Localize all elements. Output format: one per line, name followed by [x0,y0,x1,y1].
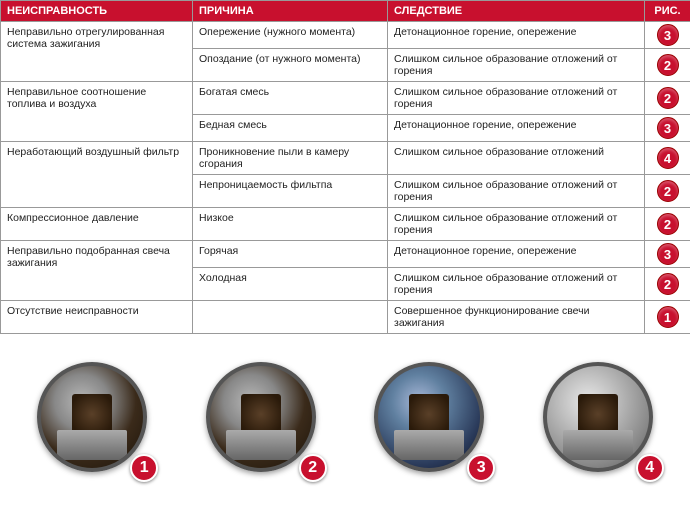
fig-cell: 3 [645,241,690,268]
table-row: Неправильно подобранная свеча зажиганияГ… [1,241,690,268]
fault-cell: Неработающий воздушный фильтр [1,142,193,208]
fig-badge: 2 [657,87,679,109]
spark-plug-circle [543,362,653,472]
fig-cell: 2 [645,268,690,301]
table-row: Неправильно отрегулированная система заж… [1,22,690,49]
plug-body [563,430,633,460]
spark-plug-circle [374,362,484,472]
effect-cell: Слишком сильное образование отложений от… [388,175,645,208]
cause-cell: Проникновение пыли в камеру сгорания [193,142,388,175]
fault-table: НЕИСПРАВНОСТЬ ПРИЧИНА СЛЕДСТВИЕ РИС. Неп… [0,0,690,334]
cause-cell: Непроницаемость фильтпа [193,175,388,208]
fault-cell: Отсутствие неисправности [1,301,193,334]
table-row: Неработающий воздушный фильтрПроникновен… [1,142,690,175]
fault-cell: Неправильно подобранная свеча зажигания [1,241,193,301]
plug-tip [578,394,618,434]
plug-body [394,430,464,460]
spark-plug-circle [37,362,147,472]
effect-cell: Детонационное горение, опережение [388,241,645,268]
cause-cell: Опережение (нужного момента) [193,22,388,49]
plug-tip [241,394,281,434]
effect-cell: Слишком сильное образование отложений [388,142,645,175]
header-fault: НЕИСПРАВНОСТЬ [1,1,193,22]
plug-number-badge: 3 [467,454,495,482]
fig-cell: 2 [645,49,690,82]
effect-cell: Детонационное горение, опережение [388,115,645,142]
table-row: Неправильное соотношение топлива и возду… [1,82,690,115]
table-body: Неправильно отрегулированная система заж… [1,22,690,334]
cause-cell: Низкое [193,208,388,241]
fig-badge: 3 [657,243,679,265]
effect-cell: Детонационное горение, опережение [388,22,645,49]
effect-cell: Слишком сильное образование отложений от… [388,49,645,82]
effect-cell: Слишком сильное образование отложений от… [388,208,645,241]
fig-cell: 2 [645,208,690,241]
plug-number-badge: 4 [636,454,664,482]
cause-cell: Богатая смесь [193,82,388,115]
header-effect: СЛЕДСТВИЕ [388,1,645,22]
fig-badge: 2 [657,213,679,235]
cause-cell: Бедная смесь [193,115,388,142]
fig-cell: 4 [645,142,690,175]
effect-cell: Слишком сильное образование отложений от… [388,268,645,301]
fig-badge: 3 [657,24,679,46]
fig-badge: 2 [657,54,679,76]
header-fig: РИС. [645,1,690,22]
effect-cell: Слишком сильное образование отложений от… [388,82,645,115]
spark-plug-images-row: 1 2 3 4 [0,334,690,488]
fault-cell: Компрессионное давление [1,208,193,241]
table-row: Компрессионное давлениеНизкоеСлишком сил… [1,208,690,241]
plug-number-badge: 1 [130,454,158,482]
spark-plug-image: 3 [359,352,499,482]
plug-number-badge: 2 [299,454,327,482]
effect-cell: Совершенное функционирование свечи зажиг… [388,301,645,334]
cause-cell: Холодная [193,268,388,301]
plug-tip [409,394,449,434]
plug-tip [72,394,112,434]
fig-cell: 1 [645,301,690,334]
table-header-row: НЕИСПРАВНОСТЬ ПРИЧИНА СЛЕДСТВИЕ РИС. [1,1,690,22]
fig-cell: 3 [645,115,690,142]
cause-cell: Горячая [193,241,388,268]
fig-cell: 2 [645,82,690,115]
fig-badge: 1 [657,306,679,328]
plug-body [226,430,296,460]
header-cause: ПРИЧИНА [193,1,388,22]
cause-cell: Опоздание (от нужного момента) [193,49,388,82]
fault-cell: Неправильно отрегулированная система заж… [1,22,193,82]
spark-plug-image: 4 [528,352,668,482]
fig-cell: 2 [645,175,690,208]
fig-badge: 4 [657,147,679,169]
cause-cell [193,301,388,334]
fig-badge: 3 [657,117,679,139]
fig-badge: 2 [657,180,679,202]
spark-plug-image: 2 [191,352,331,482]
spark-plug-image: 1 [22,352,162,482]
spark-plug-circle [206,362,316,472]
fig-cell: 3 [645,22,690,49]
fig-badge: 2 [657,273,679,295]
table-row: Отсутствие неисправности Совершенное функ… [1,301,690,334]
plug-body [57,430,127,460]
fault-cell: Неправильное соотношение топлива и возду… [1,82,193,142]
